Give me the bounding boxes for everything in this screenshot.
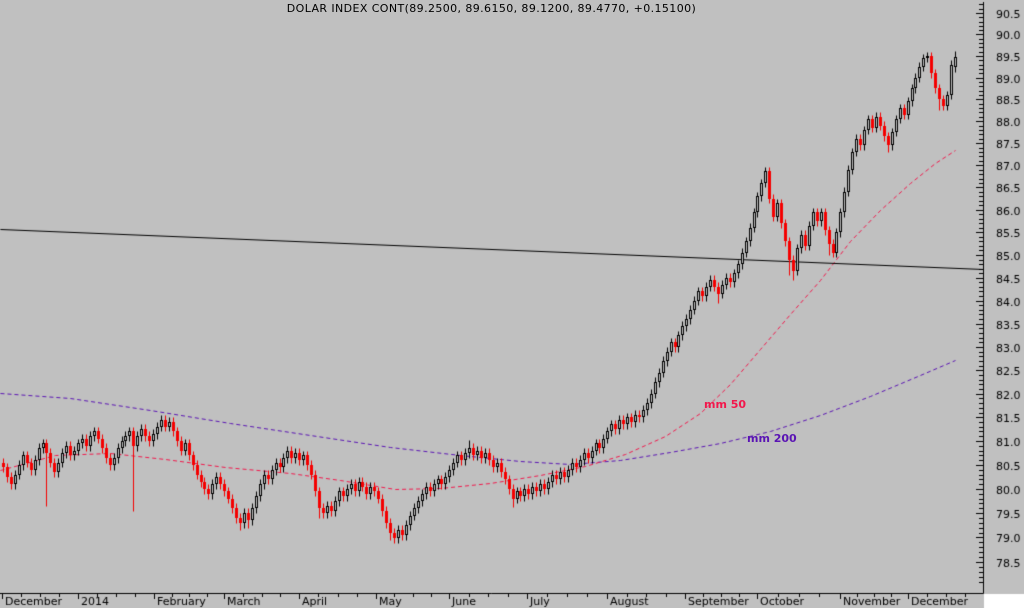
chart-title: DOLAR INDEX CONT(89.2500, 89.6150, 89.12… [286,2,697,15]
ma200-annotation-label[interactable]: mm 200 [747,432,797,445]
ma50-annotation-label[interactable]: mm 50 [704,398,747,411]
